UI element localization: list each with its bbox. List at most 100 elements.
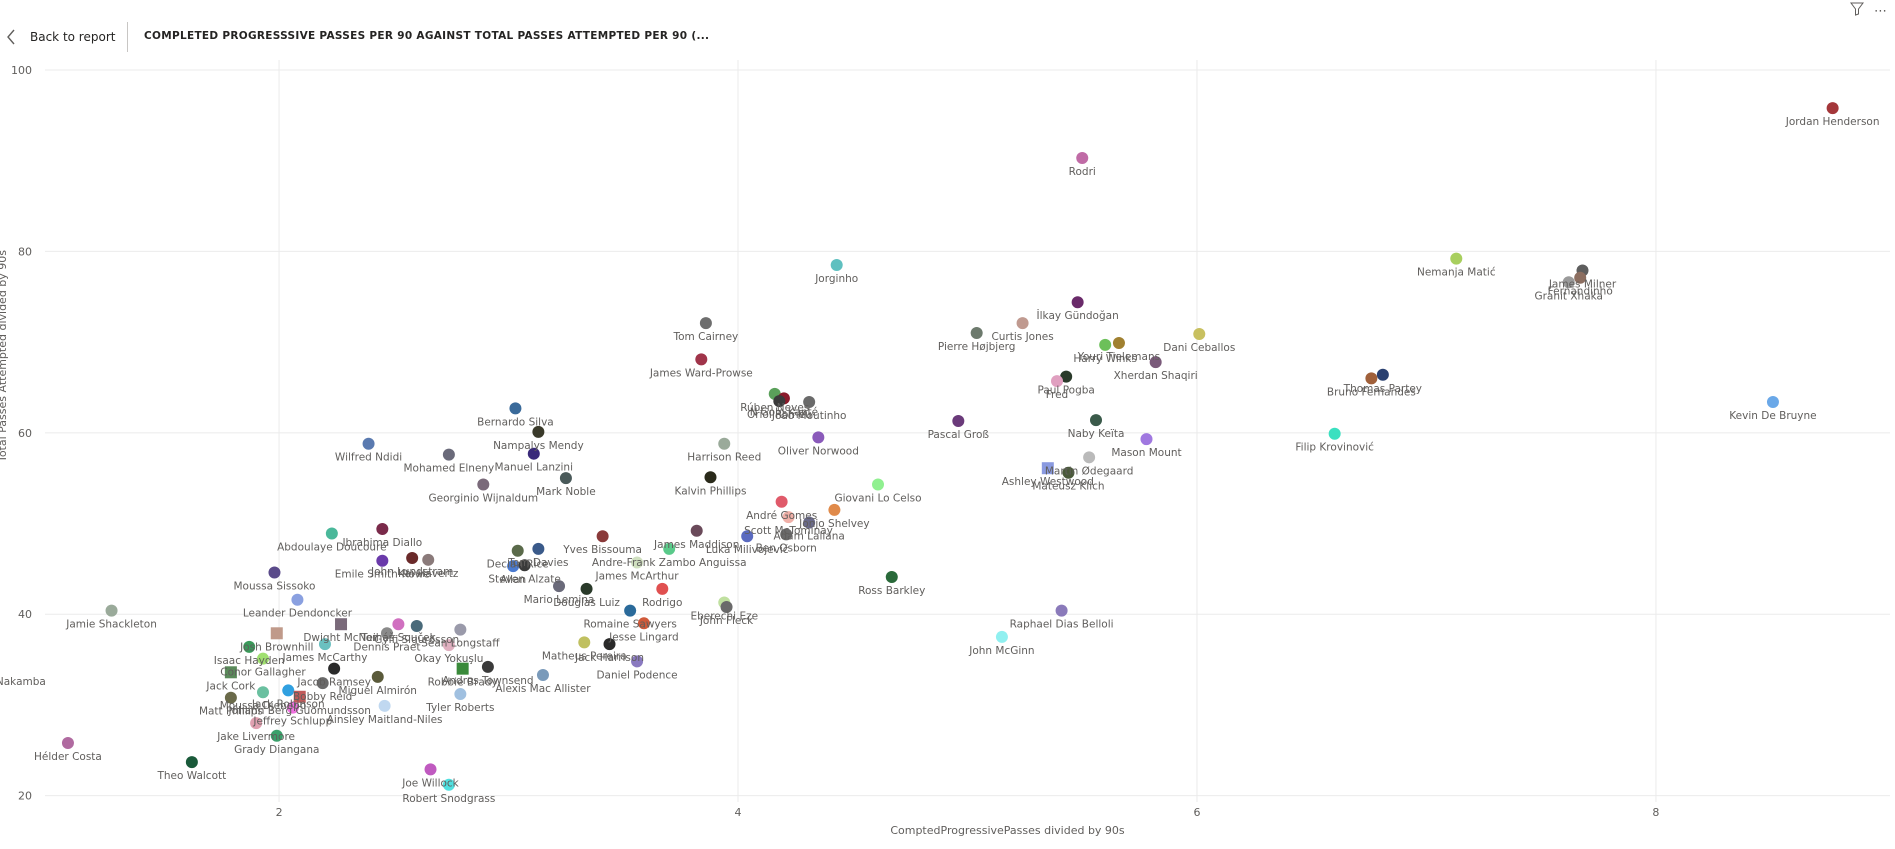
data-point[interactable] [268, 566, 281, 579]
data-point[interactable] [392, 618, 405, 631]
data-point[interactable] [454, 623, 467, 636]
data-point[interactable] [1083, 451, 1096, 464]
data-point[interactable] [509, 402, 522, 415]
data-point[interactable] [1450, 252, 1463, 265]
data-point[interactable] [1826, 102, 1839, 115]
data-point[interactable] [603, 638, 616, 651]
data-point[interactable] [335, 618, 348, 631]
data-point[interactable] [424, 763, 437, 776]
data-point[interactable] [318, 638, 331, 651]
data-point[interactable] [442, 778, 455, 791]
data-point[interactable] [780, 528, 793, 541]
data-point[interactable] [527, 447, 540, 460]
data-point[interactable] [596, 530, 609, 543]
data-point[interactable] [720, 600, 733, 613]
data-point[interactable] [830, 259, 843, 272]
data-point[interactable] [782, 511, 795, 524]
data-point[interactable] [1328, 427, 1341, 440]
data-point[interactable] [741, 530, 754, 543]
data-point[interactable] [454, 688, 467, 701]
data-point[interactable] [699, 317, 712, 330]
data-point[interactable] [637, 617, 650, 630]
data-point[interactable] [631, 655, 644, 668]
data-point[interactable] [286, 701, 299, 714]
data-point[interactable] [970, 327, 983, 340]
data-point[interactable] [507, 560, 520, 573]
data-point[interactable] [243, 640, 256, 653]
data-point[interactable] [481, 660, 494, 673]
data-point[interactable] [1076, 151, 1089, 164]
data-point[interactable] [511, 544, 524, 557]
data-point[interactable] [828, 503, 841, 516]
data-point[interactable] [456, 662, 469, 675]
data-point[interactable] [325, 527, 338, 540]
data-point[interactable] [690, 524, 703, 537]
more-options-icon[interactable]: ⋯ [1874, 3, 1887, 19]
data-point[interactable] [1149, 356, 1162, 369]
data-point[interactable] [580, 582, 593, 595]
data-point[interactable] [995, 630, 1008, 643]
data-point[interactable] [1365, 372, 1378, 385]
data-point[interactable] [1055, 604, 1068, 617]
data-point[interactable] [376, 522, 389, 535]
data-point[interactable] [1193, 327, 1206, 340]
data-point[interactable] [704, 471, 717, 484]
data-point[interactable] [1574, 271, 1587, 284]
data-point[interactable] [559, 472, 572, 485]
data-point[interactable] [477, 478, 490, 491]
data-point[interactable] [775, 495, 788, 508]
data-point[interactable] [224, 691, 237, 704]
data-point[interactable] [422, 553, 435, 566]
data-point[interactable] [293, 690, 306, 703]
data-point[interactable] [812, 431, 825, 444]
data-point[interactable] [1050, 375, 1063, 388]
data-point[interactable] [257, 652, 270, 665]
data-point[interactable] [442, 639, 455, 652]
data-point[interactable] [442, 448, 455, 461]
data-point[interactable] [270, 729, 283, 742]
data-point[interactable] [773, 395, 786, 408]
data-point[interactable] [532, 542, 545, 555]
data-point[interactable] [624, 604, 637, 617]
data-point[interactable] [1060, 370, 1073, 383]
data-point[interactable] [1112, 337, 1125, 350]
data-point[interactable] [631, 556, 644, 569]
data-point[interactable] [952, 415, 965, 428]
data-point[interactable] [1766, 395, 1779, 408]
data-point[interactable] [663, 542, 676, 555]
back-to-report-button[interactable]: Back to report [6, 26, 115, 48]
data-point[interactable] [1140, 433, 1153, 446]
data-point[interactable] [1016, 317, 1029, 330]
data-point[interactable] [291, 593, 304, 606]
data-point[interactable] [803, 395, 816, 408]
data-point[interactable] [553, 580, 566, 593]
data-point[interactable] [185, 756, 198, 769]
data-point[interactable] [885, 571, 898, 584]
data-point[interactable] [1062, 466, 1075, 479]
data-point[interactable] [1090, 414, 1103, 427]
data-point[interactable] [61, 737, 74, 750]
data-point[interactable] [872, 478, 885, 491]
data-point[interactable] [410, 620, 423, 633]
data-point[interactable] [224, 666, 237, 679]
data-point[interactable] [380, 627, 393, 640]
data-point[interactable] [282, 684, 295, 697]
data-point[interactable] [656, 582, 669, 595]
data-point[interactable] [536, 669, 549, 682]
data-point[interactable] [105, 604, 118, 617]
data-point[interactable] [1071, 296, 1084, 309]
data-point[interactable] [695, 353, 708, 366]
data-point[interactable] [328, 662, 341, 675]
data-point[interactable] [532, 425, 545, 438]
data-point[interactable] [803, 516, 816, 529]
data-point[interactable] [376, 554, 389, 567]
data-point[interactable] [1041, 462, 1054, 475]
filter-icon[interactable] [1850, 2, 1864, 20]
data-point[interactable] [371, 670, 384, 683]
data-point[interactable] [518, 559, 531, 572]
data-point[interactable] [1562, 276, 1575, 289]
data-point[interactable] [250, 717, 263, 730]
data-point[interactable] [578, 636, 591, 649]
data-point[interactable] [257, 686, 270, 699]
data-point[interactable] [378, 699, 391, 712]
